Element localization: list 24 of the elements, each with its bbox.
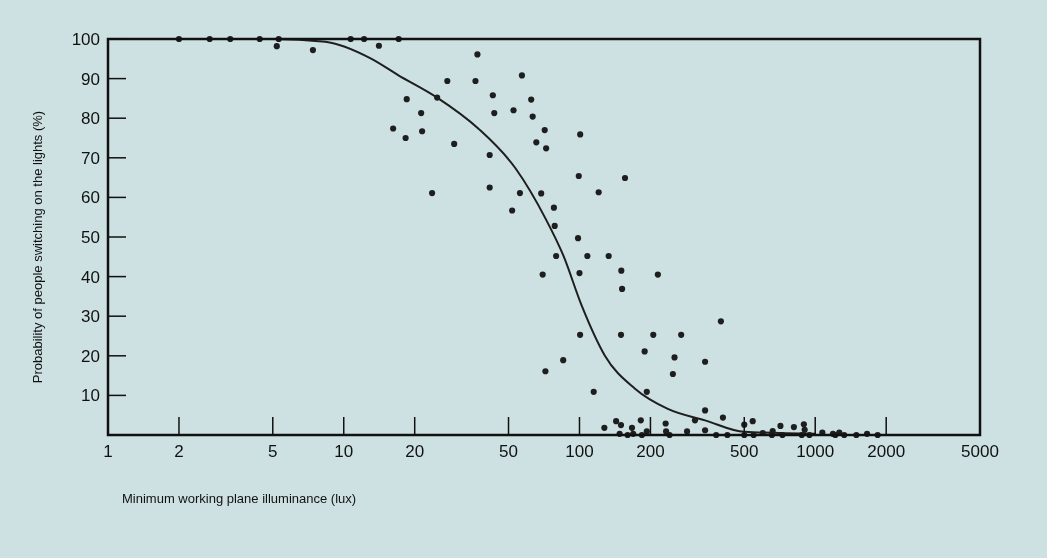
y-tick-label: 60 [81,188,100,208]
x-tick-label: 200 [636,442,665,461]
y-tick-label: 50 [81,227,100,247]
x-tick-label: 2 [174,442,184,461]
y-tick-label: 30 [81,307,100,327]
x-tick-label: 10 [334,442,354,461]
x-tick-label: 1000 [796,442,835,461]
x-tick-label: 100 [565,442,594,461]
x-tick-label: 50 [499,442,518,461]
y-tick-label: 20 [81,346,100,366]
x-tick-label: 20 [405,442,425,461]
x-tick-label: 500 [730,442,759,461]
y-axis-title: Probability of people switching on the lights (%) [30,110,45,384]
y-tick-label: 90 [81,69,100,89]
y-tick-label: 10 [81,386,100,406]
x-tick-label: 5 [268,442,278,461]
y-tick-label: 40 [81,267,100,287]
x-tick-label: 5000 [961,442,999,461]
y-tick-label: 80 [81,109,100,129]
y-tick-label: 70 [81,148,100,168]
y-tick-label: 100 [71,29,100,49]
x-axis-title: Minimum working plane illuminance (lux) [122,491,357,506]
x-tick-label: 2000 [867,442,906,461]
x-tick-label: 1 [103,442,113,461]
